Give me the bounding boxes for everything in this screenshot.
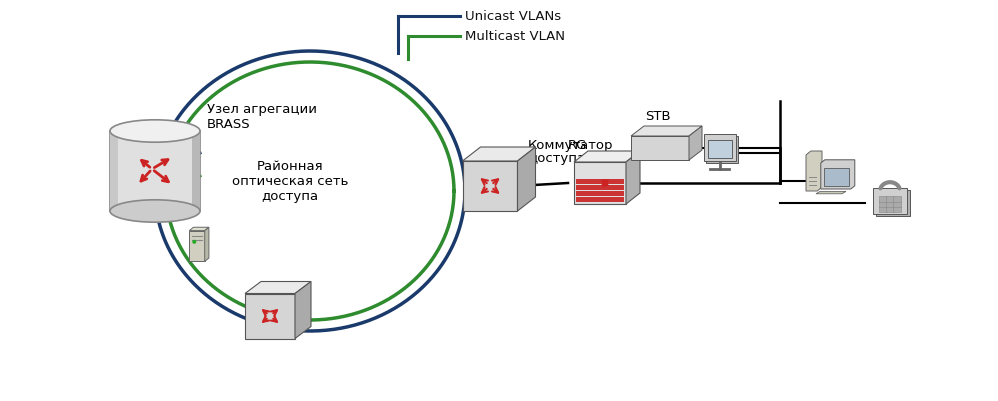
Polygon shape xyxy=(245,282,311,294)
Polygon shape xyxy=(893,207,901,213)
Polygon shape xyxy=(886,201,894,207)
Text: Multicast VLAN: Multicast VLAN xyxy=(465,30,565,43)
Polygon shape xyxy=(879,196,887,202)
Polygon shape xyxy=(631,137,689,160)
Ellipse shape xyxy=(110,200,200,223)
Polygon shape xyxy=(192,132,200,211)
Polygon shape xyxy=(205,228,209,262)
Polygon shape xyxy=(689,127,702,160)
Circle shape xyxy=(193,240,197,244)
Polygon shape xyxy=(704,134,737,162)
Polygon shape xyxy=(886,207,894,213)
Polygon shape xyxy=(576,198,624,203)
Polygon shape xyxy=(190,231,205,262)
Text: STB: STB xyxy=(645,110,671,123)
Polygon shape xyxy=(462,162,518,211)
Text: Unicast VLANs: Unicast VLANs xyxy=(465,10,561,23)
Text: Коммутатор: Коммутатор xyxy=(528,138,614,151)
Polygon shape xyxy=(626,152,640,205)
Polygon shape xyxy=(190,228,209,231)
Polygon shape xyxy=(873,188,907,214)
Polygon shape xyxy=(245,294,295,339)
Polygon shape xyxy=(706,136,739,164)
Polygon shape xyxy=(574,152,640,162)
Polygon shape xyxy=(110,132,118,211)
Polygon shape xyxy=(876,190,910,217)
Text: доступа: доступа xyxy=(528,152,585,165)
Text: Узел агрегации: Узел агрегации xyxy=(207,103,317,116)
Polygon shape xyxy=(631,127,702,137)
Polygon shape xyxy=(576,180,624,184)
FancyBboxPatch shape xyxy=(110,132,200,211)
Polygon shape xyxy=(518,148,536,211)
Polygon shape xyxy=(879,207,887,213)
Polygon shape xyxy=(576,192,624,196)
Polygon shape xyxy=(295,282,311,339)
Polygon shape xyxy=(574,162,626,205)
Polygon shape xyxy=(576,186,624,190)
Polygon shape xyxy=(806,152,822,192)
Polygon shape xyxy=(879,201,887,207)
Text: RG: RG xyxy=(568,139,588,152)
Polygon shape xyxy=(816,192,846,194)
Polygon shape xyxy=(462,148,536,162)
Text: доступа: доступа xyxy=(261,190,318,203)
Polygon shape xyxy=(893,201,901,207)
Text: оптическая сеть: оптическая сеть xyxy=(232,175,348,188)
Polygon shape xyxy=(820,160,855,190)
Text: BRASS: BRASS xyxy=(207,117,250,130)
Polygon shape xyxy=(708,140,733,159)
Polygon shape xyxy=(893,196,901,202)
Ellipse shape xyxy=(110,120,200,143)
Polygon shape xyxy=(823,168,849,186)
Polygon shape xyxy=(886,196,894,202)
Text: Районная: Районная xyxy=(256,160,323,173)
